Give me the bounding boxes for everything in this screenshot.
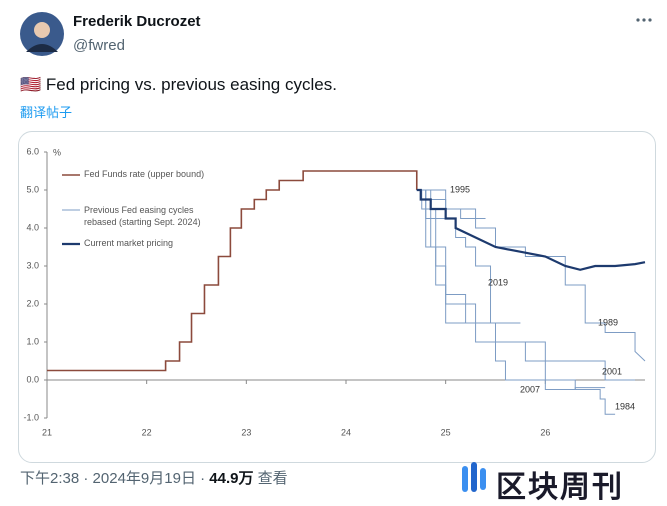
cycle-line <box>416 189 521 324</box>
x-tick-label: 22 <box>142 427 152 437</box>
fed-funds-line <box>47 170 418 372</box>
author-handle[interactable]: @fwred <box>73 37 125 54</box>
cycle-line <box>416 189 606 390</box>
legend-label: Previous Fed easing cycles rebased (star… <box>84 205 201 227</box>
market-pricing-line <box>416 188 646 271</box>
y-tick-label: -1.0 <box>23 412 39 422</box>
cycle-label: 1984 <box>615 401 635 411</box>
x-tick-label: 25 <box>441 427 451 437</box>
x-tick-label: 23 <box>241 427 251 437</box>
y-tick-label: 3.0 <box>26 260 39 270</box>
cycle-label: 1995 <box>450 184 470 194</box>
timestamp: 下午2:38 · 2024年9月19日 · 44.9万 查看 <box>20 467 288 488</box>
cycle-line <box>416 189 616 415</box>
y-tick-label: 2.0 <box>26 298 39 308</box>
y-tick-label: 1.0 <box>26 336 39 346</box>
watermark: 区块周刊 <box>496 471 624 504</box>
cycle-line <box>416 189 646 362</box>
x-tick-label: 21 <box>42 427 52 437</box>
legend-label: Fed Funds rate (upper bound) <box>84 169 205 179</box>
views-label: 查看 <box>257 470 288 487</box>
more-menu[interactable] <box>634 14 654 26</box>
y-unit: % <box>53 147 61 157</box>
watermark-logo <box>462 462 486 492</box>
x-tick-label: 24 <box>341 427 351 437</box>
y-tick-label: 4.0 <box>26 222 39 232</box>
separator: · <box>200 470 206 487</box>
author-name[interactable]: Frederik Ducrozet <box>73 13 201 30</box>
cycle-label: 1989 <box>598 317 618 327</box>
time[interactable]: 下午2:38 <box>20 470 80 487</box>
views: 44.9万 <box>209 470 254 487</box>
avatar[interactable] <box>20 12 64 56</box>
flag: 🇺🇸 <box>20 75 42 94</box>
y-tick-label: 6.0 <box>26 146 39 156</box>
y-tick-label: 0.0 <box>26 374 39 384</box>
y-tick-label: 5.0 <box>26 184 39 194</box>
media-card[interactable] <box>18 131 656 463</box>
cycle-label: 2019 <box>488 277 508 287</box>
separator: · <box>83 470 89 487</box>
cycle-label: 2001 <box>602 366 622 376</box>
translate-link[interactable]: 翻译帖子 <box>20 105 73 120</box>
text: Fed pricing vs. previous easing cycles. <box>45 75 337 94</box>
x-tick-label: 26 <box>540 427 550 437</box>
cycle-label: 2007 <box>520 384 540 394</box>
tweet-text: 🇺🇸 Fed pricing vs. previous easing cycle… <box>20 75 337 95</box>
legend-label: Current market pricing <box>84 238 174 248</box>
date[interactable]: 2024年9月19日 <box>92 470 196 487</box>
